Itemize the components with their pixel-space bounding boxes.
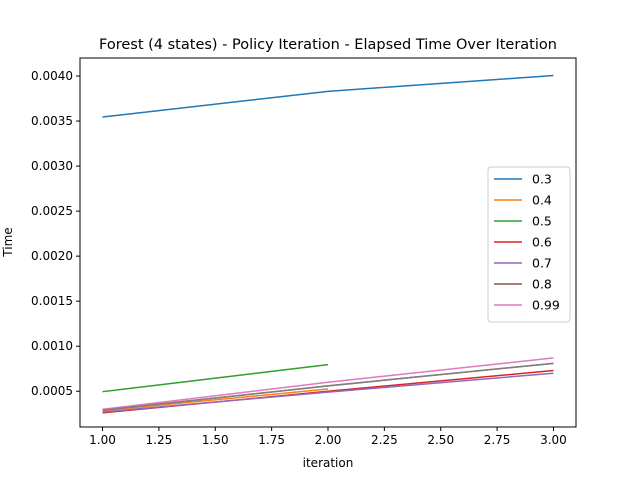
- y-tick-label: 0.0010: [31, 339, 73, 353]
- chart-title: Forest (4 states) - Policy Iteration - E…: [99, 37, 557, 53]
- x-tick-label: 1.25: [146, 433, 173, 447]
- x-axis-label: iteration: [303, 456, 354, 470]
- legend-label-3: 0.6: [532, 235, 552, 250]
- y-tick-label: 0.0020: [31, 249, 73, 263]
- x-tick-label: 1.00: [89, 433, 116, 447]
- x-tick-label: 3.00: [540, 433, 567, 447]
- x-tick-label: 1.75: [258, 433, 285, 447]
- legend-label-1: 0.4: [532, 193, 552, 208]
- y-tick-label: 0.0030: [31, 159, 73, 173]
- y-axis-label: Time: [1, 227, 15, 257]
- series-line-4: [102, 372, 554, 413]
- y-tick-label: 0.0025: [31, 204, 73, 218]
- legend-label-4: 0.7: [532, 256, 552, 271]
- legend: 0.3 0.4 0.5 0.6 0.7 0.8 0.99: [487, 166, 571, 323]
- unlabeled-series-line-0: [102, 362, 554, 411]
- series-line-2: [102, 363, 329, 393]
- y-tick-label: 0.0015: [31, 294, 73, 308]
- legend-label-0: 0.3: [532, 172, 552, 187]
- legend-label-5: 0.8: [532, 277, 552, 292]
- plot-lines: [102, 74, 554, 414]
- series-line-6: [102, 357, 554, 411]
- y-tick-label: 0.0005: [31, 384, 73, 398]
- y-tick-label: 0.0035: [31, 114, 73, 128]
- x-tick-label: 1.50: [202, 433, 229, 447]
- series-line-1: [102, 388, 329, 412]
- plot-frame: [79, 57, 577, 428]
- x-tick-label: 2.75: [484, 433, 511, 447]
- y-axis-ticks: 0.0005 0.0010 0.0015 0.0020 0.0025 0.0030 0.00…: [31, 69, 80, 398]
- x-tick-label: 2.25: [371, 433, 398, 447]
- x-tick-label: 2.00: [315, 433, 342, 447]
- legend-label-6: 0.99: [532, 298, 560, 313]
- x-axis-ticks: 1.00 1.25 1.50 1.75 2.00 2.25 2.50 2.75 3.00: [89, 427, 567, 447]
- series-line-0: [102, 74, 554, 118]
- y-tick-label: 0.0040: [31, 69, 73, 83]
- x-tick-label: 2.50: [427, 433, 454, 447]
- legend-label-2: 0.5: [532, 214, 552, 229]
